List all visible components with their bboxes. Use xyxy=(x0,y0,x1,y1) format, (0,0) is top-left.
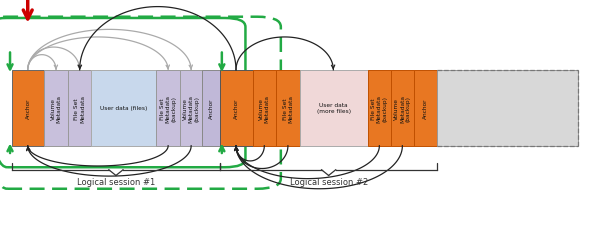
Bar xyxy=(437,71,578,146)
Bar xyxy=(180,71,202,146)
Bar xyxy=(220,71,253,146)
Text: User data (files): User data (files) xyxy=(100,106,148,111)
Text: File Set
Metadata: File Set Metadata xyxy=(74,94,85,122)
Bar xyxy=(156,71,180,146)
Bar xyxy=(414,71,437,146)
Text: Anchor: Anchor xyxy=(25,98,31,119)
Text: Volume
Metadata
(backup): Volume Metadata (backup) xyxy=(183,94,199,122)
Text: User data
(more files): User data (more files) xyxy=(317,103,350,114)
Text: Anchor: Anchor xyxy=(234,98,239,119)
Bar xyxy=(12,71,44,146)
Bar xyxy=(202,71,220,146)
Text: File Set
Metadata
(backup): File Set Metadata (backup) xyxy=(160,94,176,122)
Bar xyxy=(91,71,156,146)
Bar xyxy=(68,71,91,146)
Bar xyxy=(253,71,276,146)
Text: Volume
Metadata
(backup): Volume Metadata (backup) xyxy=(394,94,411,122)
Text: File Set
Metadata: File Set Metadata xyxy=(283,94,293,122)
Text: File Set
Metadata
(backup): File Set Metadata (backup) xyxy=(371,94,388,122)
Text: Volume
Metadata: Volume Metadata xyxy=(51,94,61,122)
Text: Volume
Metadata: Volume Metadata xyxy=(259,94,270,122)
Text: Anchor: Anchor xyxy=(423,98,428,119)
Bar xyxy=(44,71,68,146)
Bar xyxy=(300,71,368,146)
Text: Logical session #1: Logical session #1 xyxy=(77,177,155,186)
Text: Logical session #2: Logical session #2 xyxy=(290,177,368,186)
Bar xyxy=(391,71,414,146)
Bar xyxy=(368,71,391,146)
Text: Anchor: Anchor xyxy=(209,98,214,119)
Bar xyxy=(276,71,300,146)
